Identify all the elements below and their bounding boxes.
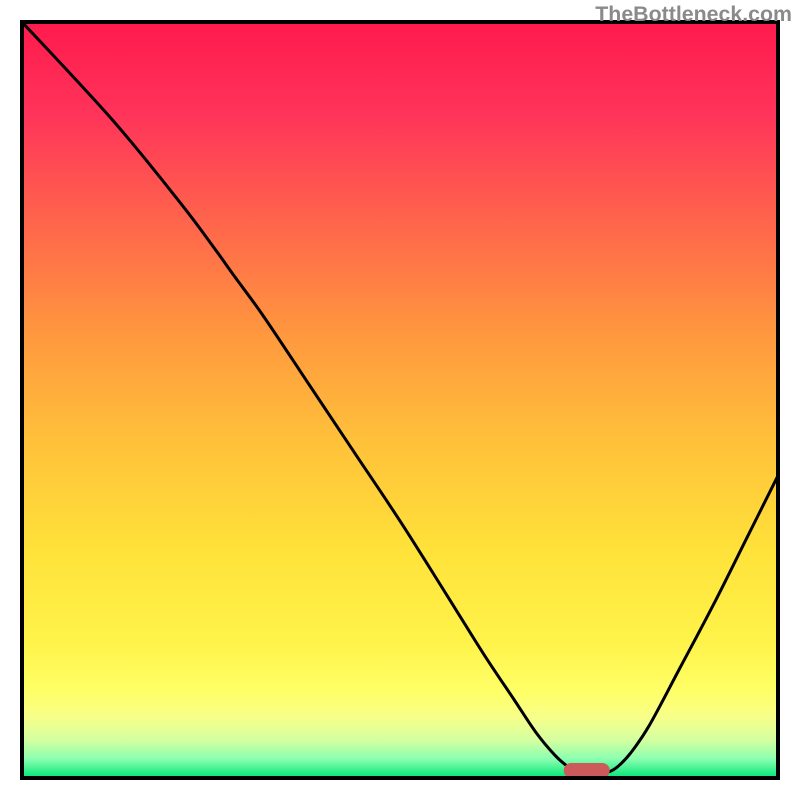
- watermark-text: TheBottleneck.com: [595, 2, 792, 27]
- chart-container: TheBottleneck.com: [0, 0, 800, 800]
- optimum-marker: [564, 763, 610, 778]
- gradient-background: [22, 22, 778, 778]
- bottleneck-curve-chart: [0, 0, 800, 800]
